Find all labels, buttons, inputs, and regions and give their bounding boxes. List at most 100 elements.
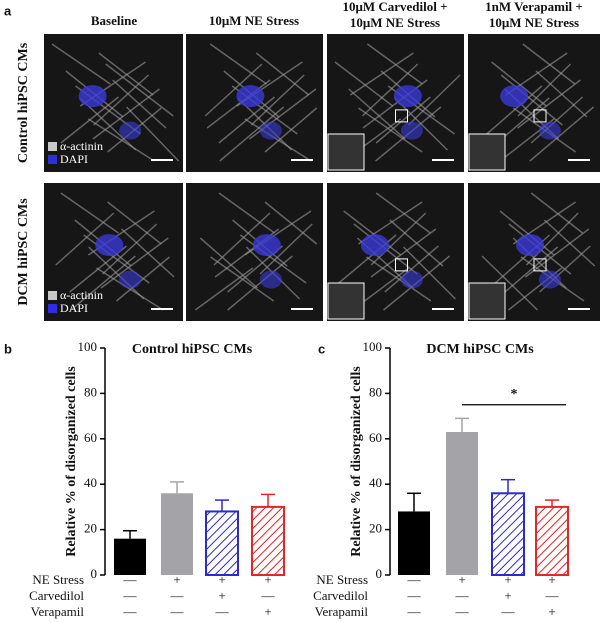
fiber <box>87 118 155 162</box>
bar <box>446 431 478 575</box>
fiber <box>375 96 431 144</box>
condition-label: NE Stress <box>32 572 84 587</box>
fiber <box>55 212 115 266</box>
bar <box>535 505 569 576</box>
column-header: 10μM NE Stress <box>350 15 440 30</box>
fiber <box>250 74 305 126</box>
nucleus <box>259 121 282 140</box>
roi-box <box>395 258 408 272</box>
fiber <box>264 201 318 245</box>
legend-label: DAPI <box>60 152 88 166</box>
y-tick-label: 60 <box>84 430 97 445</box>
fiber <box>370 228 437 278</box>
fiber <box>264 107 318 153</box>
fiber <box>98 52 154 96</box>
fiber <box>60 192 119 234</box>
fiber <box>255 52 310 96</box>
fiber <box>370 212 427 266</box>
condition-mark: + <box>458 572 465 587</box>
bar <box>491 492 525 576</box>
y-tick-label: 100 <box>78 339 98 354</box>
column-header: 1nM Verapamil + <box>485 0 583 14</box>
y-axis-label: Relative % of disorganized cells <box>64 366 79 557</box>
condition-label: Carvedilol <box>29 588 84 603</box>
legend-swatch <box>48 291 57 300</box>
condition-mark: — <box>407 572 422 587</box>
fiber <box>93 74 150 126</box>
condition-mark: + <box>218 588 225 603</box>
condition-mark: — <box>407 588 422 603</box>
fiber <box>529 106 595 162</box>
condition-mark: + <box>264 572 271 587</box>
condition-mark: + <box>548 604 555 619</box>
nucleus <box>500 85 529 108</box>
y-tick-label: 40 <box>84 475 97 490</box>
charts: b Control hiPSC CMs Relative % of disorgan… <box>4 339 569 619</box>
roi-box <box>533 258 547 272</box>
bar <box>398 511 430 575</box>
chart-title: Control hiPSC CMs <box>132 342 253 357</box>
fiber <box>126 106 180 162</box>
legend-label: α-actinin <box>60 139 103 153</box>
y-tick-label: 20 <box>84 521 97 536</box>
fiber <box>517 79 581 129</box>
legend-swatch <box>48 304 57 313</box>
column-header: Baseline <box>91 13 137 28</box>
fiber <box>499 210 555 256</box>
bar <box>161 493 193 575</box>
bar <box>114 538 146 575</box>
condition-mark: — <box>123 604 138 619</box>
inset <box>468 133 506 171</box>
fiber <box>209 43 267 85</box>
fiber <box>88 246 145 300</box>
condition-mark: + <box>504 588 511 603</box>
row-label: Control hiPSC CMs <box>16 42 31 163</box>
fiber <box>525 212 579 266</box>
legend-swatch <box>48 142 57 151</box>
condition-mark: + <box>504 572 511 587</box>
fiber <box>530 192 584 234</box>
fiber <box>524 228 590 278</box>
condition-mark: — <box>215 604 230 619</box>
nucleus <box>400 270 423 289</box>
fiber <box>105 63 174 117</box>
bar <box>205 510 239 577</box>
nucleus <box>538 270 561 289</box>
roi-box <box>533 109 547 123</box>
panel-label: b <box>4 341 12 356</box>
fiber <box>334 61 394 107</box>
fiber <box>357 107 423 153</box>
legend-swatch <box>48 155 57 164</box>
condition-mark: — <box>261 588 276 603</box>
y-tick-label: 80 <box>369 384 382 399</box>
fiber <box>375 192 431 234</box>
micrograph <box>44 34 183 172</box>
legend-label: DAPI <box>60 301 88 315</box>
fiber <box>51 43 111 85</box>
fiber <box>194 267 254 311</box>
fiber <box>115 256 170 302</box>
condition-mark: — <box>123 588 138 603</box>
fiber <box>239 234 307 284</box>
legend-label: α-actinin <box>60 288 103 302</box>
condition-mark: — <box>545 588 560 603</box>
chart-title: DCM hiPSC CMs <box>426 342 534 357</box>
condition-mark: — <box>170 588 185 603</box>
fiber <box>100 237 169 289</box>
fiber <box>491 61 547 107</box>
panel-label: c <box>318 341 325 356</box>
inset <box>327 282 365 320</box>
condition-mark: — <box>123 572 138 587</box>
y-tick-label: 80 <box>84 384 97 399</box>
condition-label: Carvedilol <box>313 588 368 603</box>
y-tick-label: 100 <box>363 339 383 354</box>
y-tick-label: 40 <box>369 475 382 490</box>
fiber <box>530 96 584 144</box>
fiber <box>102 223 158 275</box>
y-tick-label: 0 <box>376 566 383 581</box>
micrograph <box>186 183 323 321</box>
column-header: 10μM NE Stress <box>209 13 299 28</box>
bar <box>251 505 285 576</box>
nucleus <box>252 234 281 257</box>
nucleus <box>236 85 265 108</box>
